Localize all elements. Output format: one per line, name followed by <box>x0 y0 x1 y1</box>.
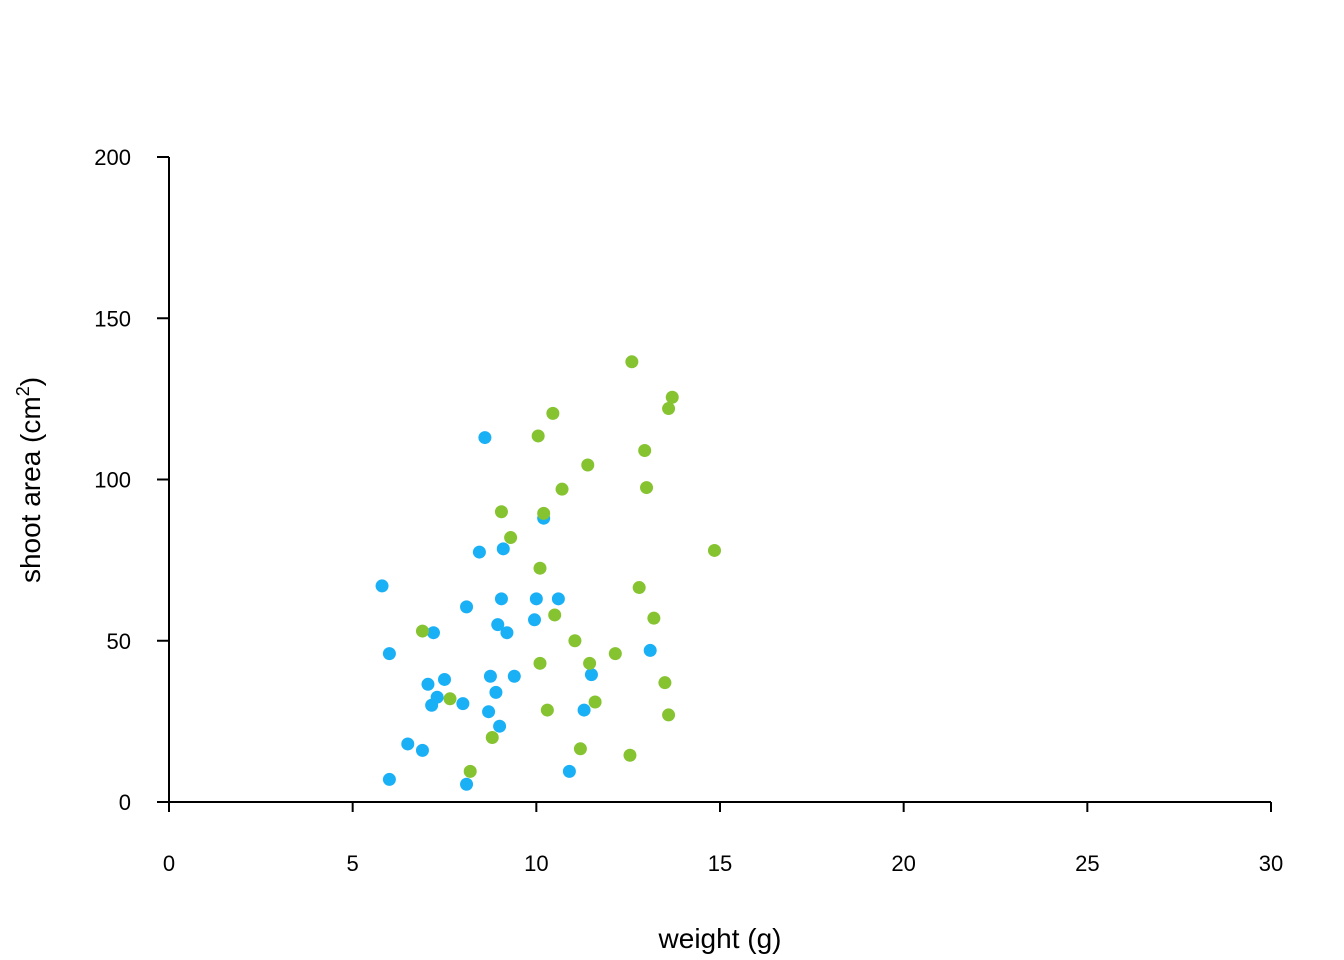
data-point-series-2 <box>662 402 676 416</box>
data-point-series-2 <box>533 656 547 670</box>
data-point-series-2 <box>632 581 646 595</box>
data-point-series-1 <box>382 772 396 786</box>
x-tick-label: 30 <box>1259 851 1283 876</box>
data-point-series-2 <box>537 506 551 520</box>
y-tick-label: 0 <box>119 790 131 815</box>
data-points <box>375 355 721 791</box>
data-point-series-2 <box>573 742 587 756</box>
data-point-series-2 <box>555 482 569 496</box>
x-tick-label: 0 <box>163 851 175 876</box>
data-point-series-1 <box>562 764 576 778</box>
data-point-series-2 <box>463 764 477 778</box>
data-point-series-1 <box>500 626 514 640</box>
data-point-series-1 <box>421 677 435 691</box>
data-point-series-1 <box>460 600 474 614</box>
x-tick-label: 20 <box>891 851 915 876</box>
data-point-series-2 <box>608 647 622 661</box>
data-point-series-1 <box>551 592 565 606</box>
data-point-series-2 <box>638 443 652 457</box>
data-point-series-1 <box>496 542 510 556</box>
data-point-series-1 <box>507 669 521 683</box>
data-point-series-2 <box>658 676 672 690</box>
data-point-series-1 <box>426 626 440 640</box>
data-point-series-2 <box>531 429 545 443</box>
data-point-series-2 <box>625 355 639 369</box>
data-point-series-1 <box>489 685 503 699</box>
data-point-series-2 <box>640 481 654 495</box>
y-axis-title: shoot area (cm2) <box>13 377 46 583</box>
x-tick-label: 25 <box>1075 851 1099 876</box>
data-point-series-2 <box>665 390 679 404</box>
data-point-series-2 <box>623 748 637 762</box>
x-axis-ticks: 0 5 10 15 20 25 30 <box>163 802 1283 876</box>
data-point-series-1 <box>401 737 415 751</box>
data-point-series-1 <box>382 647 396 661</box>
data-point-series-1 <box>415 743 429 757</box>
y-tick-label: 50 <box>107 629 131 654</box>
y-axis-title-superscript: 2 <box>13 386 33 396</box>
data-point-series-1 <box>460 777 474 791</box>
data-point-series-2 <box>540 703 554 717</box>
data-point-series-1 <box>577 703 591 717</box>
data-point-series-2 <box>494 505 508 519</box>
x-axis-title: weight (g) <box>658 923 782 954</box>
data-point-series-1 <box>491 618 505 632</box>
data-point-series-1 <box>529 592 543 606</box>
data-point-series-2 <box>588 695 602 709</box>
data-point-series-1 <box>456 697 470 711</box>
data-point-series-2 <box>583 656 597 670</box>
data-point-series-1 <box>478 431 492 445</box>
data-point-series-2 <box>533 561 547 575</box>
data-point-series-2 <box>548 608 562 622</box>
data-point-series-2 <box>662 708 676 722</box>
data-point-series-2 <box>443 692 457 706</box>
data-point-series-1 <box>438 672 451 686</box>
data-point-series-2 <box>581 458 595 472</box>
data-point-series-2 <box>504 531 518 545</box>
data-point-series-1 <box>472 545 486 559</box>
data-point-series-1 <box>483 669 497 683</box>
data-point-series-1 <box>430 690 444 704</box>
y-tick-label: 100 <box>94 468 131 493</box>
y-axis-title-main: shoot area (cm <box>15 396 46 583</box>
y-tick-label: 150 <box>94 306 131 331</box>
data-point-series-1 <box>482 705 496 719</box>
data-point-series-1 <box>584 668 598 682</box>
y-axis-title-end: ) <box>15 377 46 386</box>
data-point-series-2 <box>415 624 429 638</box>
data-point-series-2 <box>485 731 499 744</box>
y-axis-ticks: 0 50 100 150 200 <box>94 145 169 815</box>
data-point-series-2 <box>546 406 560 420</box>
x-tick-label: 15 <box>708 851 732 876</box>
x-tick-label: 10 <box>524 851 548 876</box>
data-point-series-1 <box>493 719 507 733</box>
y-tick-label: 200 <box>94 145 131 170</box>
data-point-series-1 <box>527 613 541 627</box>
data-point-series-2 <box>568 634 582 648</box>
x-tick-label: 5 <box>347 851 359 876</box>
data-point-series-1 <box>494 592 508 606</box>
data-point-series-1 <box>643 643 657 657</box>
data-point-series-2 <box>647 611 661 625</box>
data-point-series-2 <box>707 543 721 557</box>
data-point-series-1 <box>375 579 389 593</box>
